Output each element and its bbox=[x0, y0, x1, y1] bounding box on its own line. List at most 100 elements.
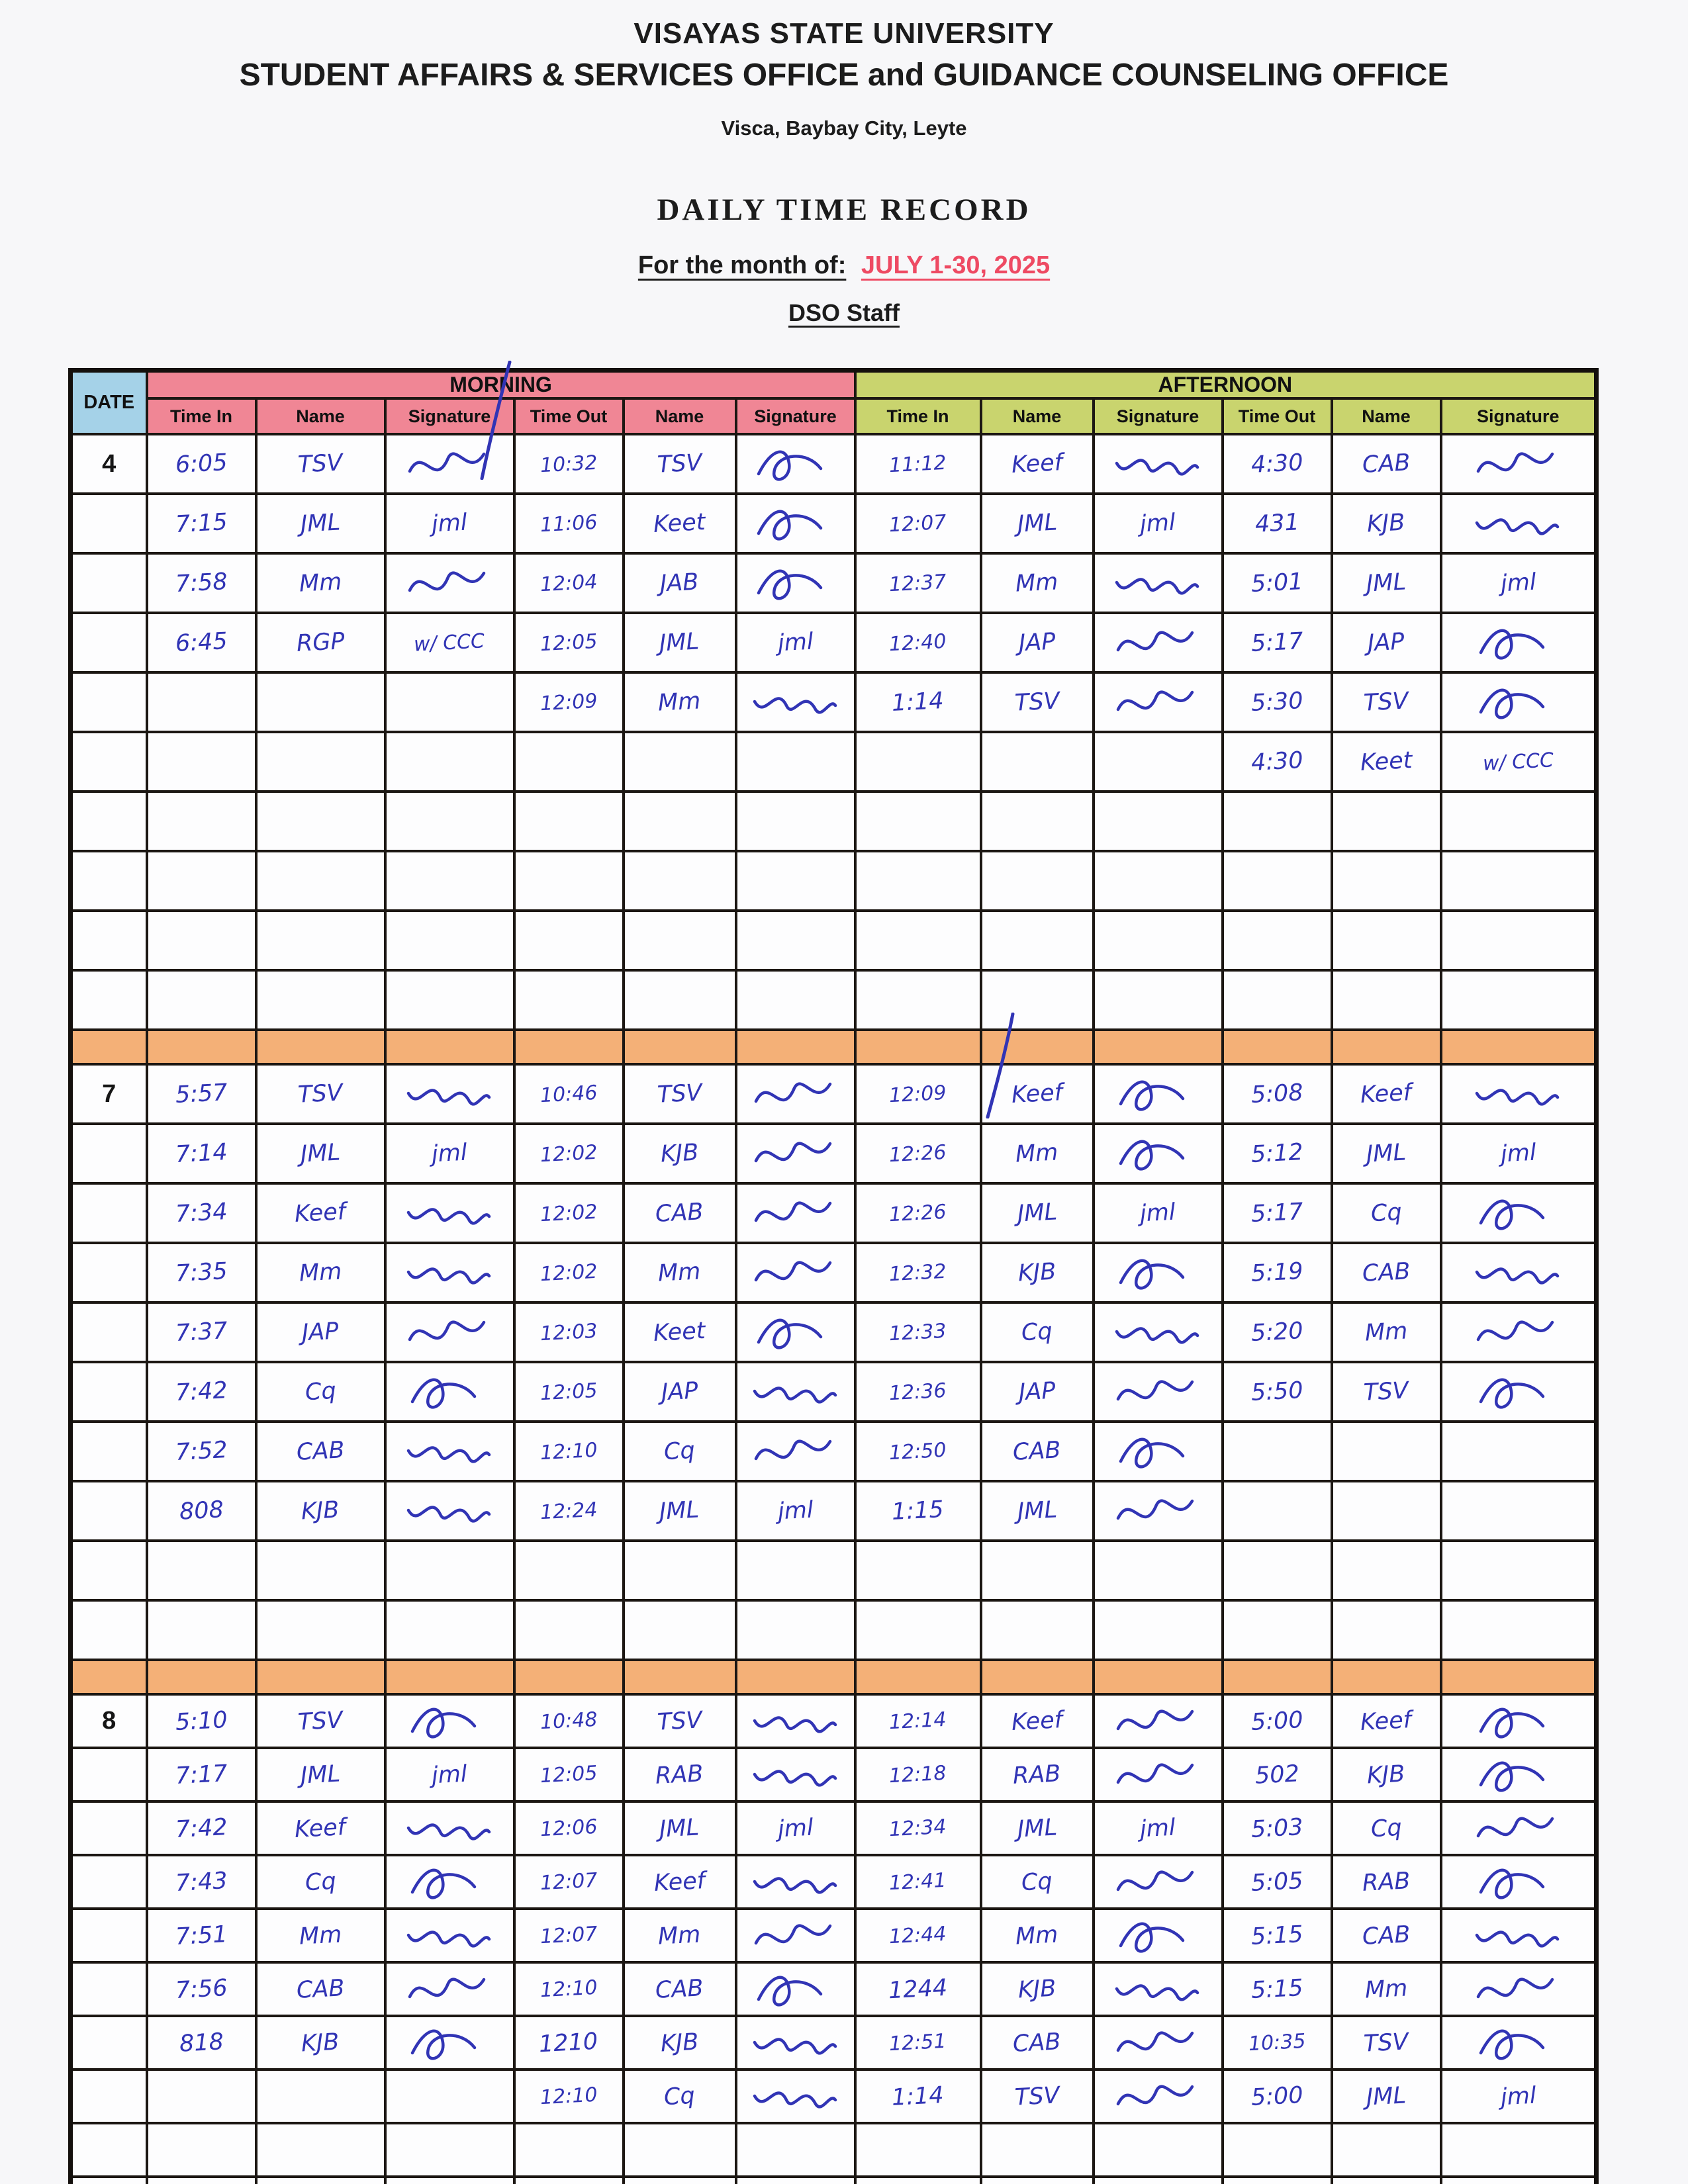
signature-scribble bbox=[406, 1446, 491, 1463]
handwritten-time: 12:05 bbox=[539, 1761, 598, 1788]
m-signature2-cell bbox=[734, 1599, 857, 1661]
signature-scribble bbox=[753, 697, 837, 714]
handwritten-time: 5:10 bbox=[174, 1706, 228, 1736]
m-name2-cell: Mm bbox=[622, 1242, 737, 1304]
a-time-in-cell: 12:32 bbox=[853, 1242, 982, 1304]
m-time-out-cell: 12:02 bbox=[512, 1122, 625, 1185]
m-signature-cell bbox=[383, 1361, 516, 1423]
period-band-row: DATE MORNING AFTERNOON bbox=[69, 369, 1598, 435]
a-time-out-cell: 5:12 bbox=[1221, 1122, 1333, 1185]
handwritten-name: Keef bbox=[1360, 1706, 1413, 1736]
handwritten-time: 7:42 bbox=[174, 1377, 228, 1407]
m-time-in-cell: 7:43 bbox=[145, 1854, 258, 1910]
date-cell bbox=[69, 612, 148, 674]
m-name2-cell: CAB bbox=[622, 1961, 737, 2017]
a-time-in-cell: 12:50 bbox=[853, 1420, 982, 1482]
a-signature-cell bbox=[1092, 1420, 1224, 1482]
a-signature2-cell bbox=[1439, 671, 1598, 733]
dtr-row: 7:52 CAB 12:10 Cq 12:50 CAB bbox=[69, 1420, 1598, 1482]
signature-scribble bbox=[1119, 1080, 1185, 1111]
a-name2-cell bbox=[1330, 790, 1442, 852]
a-time-in-cell: 12:07 bbox=[853, 492, 982, 555]
handwritten-time: 5:30 bbox=[1250, 687, 1304, 717]
dtr-row: 818 KJB 1210 KJB 12:51 CAB 10:35 TSV bbox=[69, 2015, 1598, 2071]
dtr-row: 4:30 Keet w/ CCC bbox=[69, 731, 1598, 793]
dtr-row: 7:17 JML jml 12:05 RAB 12:18 RAB 502 KJB bbox=[69, 1747, 1598, 1803]
handwritten-signature-text: jml bbox=[1499, 569, 1537, 598]
handwritten-time: 12:34 bbox=[888, 1815, 947, 1842]
dtr-row: 7:58 Mm 12:04 JAB 12:37 Mm 5:01 JML jml bbox=[69, 552, 1598, 614]
handwritten-signature-text: jml bbox=[431, 509, 468, 538]
date-cell bbox=[69, 2015, 148, 2071]
m-name-cell: TSV bbox=[254, 433, 387, 495]
signature-scribble bbox=[406, 1267, 491, 1285]
a-time-in-cell: 12:14 bbox=[853, 1693, 982, 1749]
a-name-cell bbox=[979, 1539, 1095, 1602]
empty-row bbox=[69, 2122, 1598, 2178]
handwritten-name: JAP bbox=[660, 1377, 699, 1406]
dtr-row: 808 KJB 12:24 JML jml 1:15 JML bbox=[69, 1480, 1598, 1542]
signature-scribble bbox=[757, 1318, 822, 1349]
a-signature-cell: jml bbox=[1092, 1800, 1224, 1856]
dtr-row: 6:45 RGP w/ CCC 12:05 JML jml 12:40 JAP 5:17 JAP bbox=[69, 612, 1598, 674]
m-time-in-cell bbox=[145, 909, 258, 972]
date-cell bbox=[69, 1854, 148, 1910]
a-name-cell bbox=[979, 909, 1095, 972]
handwritten-name: Cq bbox=[304, 1868, 337, 1896]
a-name-cell: TSV bbox=[979, 2068, 1095, 2124]
m-time-in-cell bbox=[145, 2068, 258, 2124]
a-time-out-cell: 5:15 bbox=[1221, 1907, 1333, 1964]
a-name-cell: TSV bbox=[979, 671, 1095, 733]
a-name-cell bbox=[979, 969, 1095, 1031]
m-signature2-cell bbox=[734, 1907, 857, 1964]
handwritten-name: TSV bbox=[1363, 2028, 1409, 2058]
handwritten-signature-text: jml bbox=[1139, 509, 1176, 538]
handwritten-name: TSV bbox=[656, 449, 703, 478]
a-name-cell bbox=[979, 850, 1095, 912]
m-time-out-cell bbox=[512, 790, 625, 852]
m-time-out-cell: 12:05 bbox=[512, 1747, 625, 1803]
m-time-out-cell bbox=[512, 909, 625, 972]
m-time-out-cell: 12:10 bbox=[512, 1961, 625, 2017]
m-signature-cell bbox=[383, 2122, 516, 2178]
handwritten-time: 5:50 bbox=[1250, 1377, 1304, 1407]
dtr-row: 7:34 Keef 12:02 CAB 12:26 JML jml 5:17 Cq bbox=[69, 1182, 1598, 1244]
signature-scribble bbox=[1115, 459, 1199, 476]
empty-row bbox=[69, 969, 1598, 1031]
handwritten-name: Cq bbox=[1021, 1868, 1053, 1896]
a-name-cell: Mm bbox=[979, 1122, 1095, 1185]
m-time-in-cell: 6:45 bbox=[145, 612, 258, 674]
a-name2-cell: TSV bbox=[1330, 2015, 1442, 2071]
a-time-in-cell: 11:12 bbox=[853, 433, 982, 495]
handwritten-name: TSV bbox=[1363, 688, 1409, 717]
handwritten-time: 7:56 bbox=[174, 1974, 228, 2004]
signature-scribble bbox=[408, 571, 486, 592]
handwritten-time: 12:07 bbox=[539, 1868, 598, 1895]
a-time-in-cell bbox=[853, 1599, 982, 1661]
a-name2-cell: Keef bbox=[1330, 1693, 1442, 1749]
m-time-in-cell: 7:42 bbox=[145, 1800, 258, 1856]
handwritten-time: 7:37 bbox=[174, 1317, 228, 1347]
a-signature-cell bbox=[1092, 1961, 1224, 2017]
m-time-out-cell: 12:05 bbox=[512, 612, 625, 674]
m-time-out-cell bbox=[512, 850, 625, 912]
handwritten-time: 7:58 bbox=[174, 568, 228, 598]
a-name2-cell: CAB bbox=[1330, 433, 1442, 495]
handwritten-name: JAP bbox=[1017, 1377, 1056, 1406]
a-signature2-cell: jml bbox=[1439, 1122, 1598, 1185]
m-signature2-cell bbox=[734, 433, 857, 495]
a-time-out-cell: 502 bbox=[1221, 1747, 1333, 1803]
a-name2-cell bbox=[1330, 2122, 1442, 2178]
signature-scribble bbox=[753, 1876, 837, 1894]
a-name-cell: JML bbox=[979, 1800, 1095, 1856]
handwritten-name: KJB bbox=[1017, 1258, 1057, 1287]
signature-scribble bbox=[406, 1089, 491, 1106]
divider-cell bbox=[979, 1659, 1095, 1696]
m-signature-cell bbox=[383, 1800, 516, 1856]
handwritten-name: KJB bbox=[301, 2028, 340, 2057]
m-name2-cell bbox=[622, 2122, 737, 2178]
signature-scribble bbox=[1116, 2084, 1194, 2105]
m-name-cell: Cq bbox=[254, 1854, 387, 1910]
handwritten-time: 12:40 bbox=[888, 629, 947, 656]
a-time-out-cell: 5:05 bbox=[1221, 1854, 1333, 1910]
